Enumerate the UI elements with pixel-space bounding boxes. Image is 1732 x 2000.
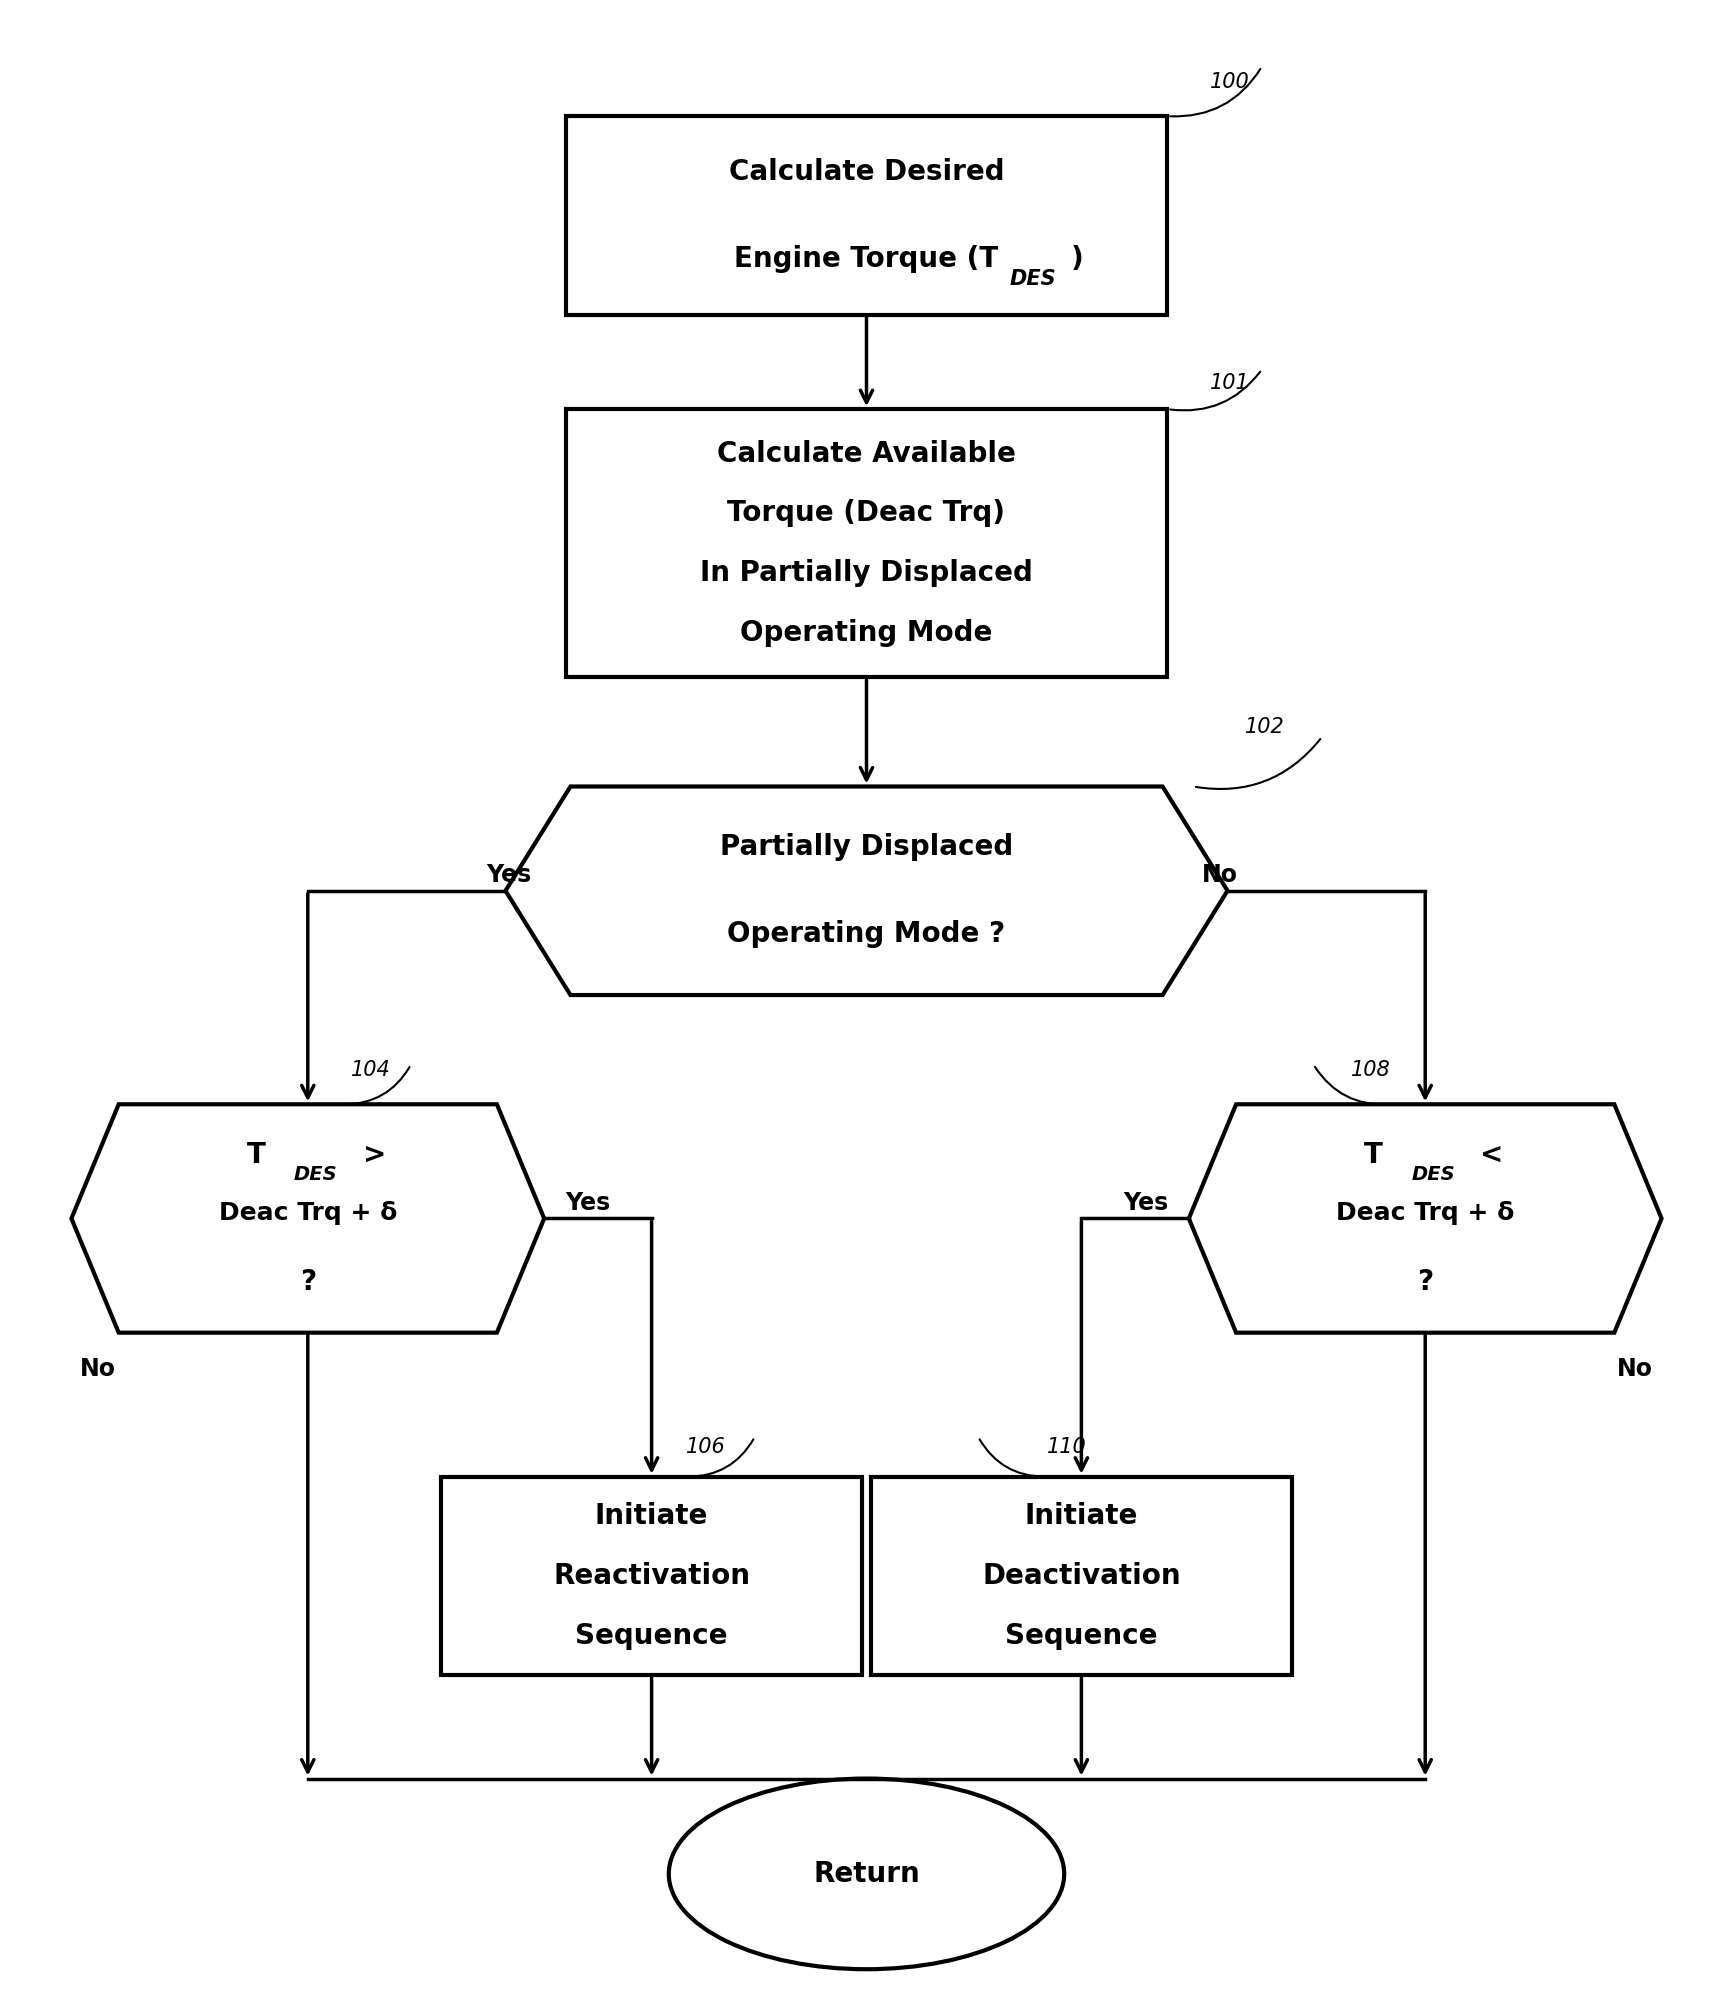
Text: Yes: Yes [565,1190,610,1214]
Text: ): ) [1070,246,1082,274]
Text: Deac Trq + δ: Deac Trq + δ [218,1200,397,1224]
Polygon shape [506,786,1226,996]
Text: <: < [1479,1140,1503,1168]
Bar [565,410,1167,678]
Text: Reactivation: Reactivation [553,1562,750,1590]
Text: T: T [246,1140,265,1168]
Text: Sequence: Sequence [575,1622,727,1650]
Text: Sequence: Sequence [1005,1622,1157,1650]
Bar [565,116,1167,314]
Text: Partially Displaced: Partially Displaced [719,834,1013,862]
Text: Torque (Deac Trq): Torque (Deac Trq) [727,500,1005,528]
Text: Initiate: Initiate [594,1502,708,1530]
Text: DES: DES [1008,270,1055,290]
Text: No: No [80,1356,116,1380]
Text: Calculate Available: Calculate Available [717,440,1015,468]
Bar [869,1476,1292,1676]
Polygon shape [71,1104,544,1332]
Text: DES: DES [294,1166,338,1184]
Text: Engine Torque (T: Engine Torque (T [734,246,998,274]
Text: Yes: Yes [485,862,532,886]
Text: ?: ? [300,1268,315,1296]
Text: Calculate Desired: Calculate Desired [727,158,1005,186]
Text: 108: 108 [1351,1060,1391,1080]
Text: Initiate: Initiate [1024,1502,1138,1530]
Text: No: No [1616,1356,1652,1380]
Polygon shape [1188,1104,1661,1332]
Text: 100: 100 [1209,72,1249,92]
Text: 104: 104 [350,1060,390,1080]
Text: ?: ? [1417,1268,1432,1296]
Text: >: > [362,1140,386,1168]
Text: No: No [1200,862,1237,886]
Ellipse shape [669,1778,1063,1970]
Text: 101: 101 [1209,374,1249,394]
Bar [440,1476,863,1676]
Text: Operating Mode ?: Operating Mode ? [727,920,1005,948]
Text: T: T [1363,1140,1382,1168]
Text: Yes: Yes [1122,1190,1167,1214]
Text: Deac Trq + δ: Deac Trq + δ [1335,1200,1514,1224]
Text: 106: 106 [686,1436,726,1456]
Text: Deactivation: Deactivation [982,1562,1179,1590]
Text: 110: 110 [1046,1436,1086,1456]
Text: DES: DES [1410,1166,1455,1184]
Text: In Partially Displaced: In Partially Displaced [700,558,1032,586]
Text: 102: 102 [1244,716,1283,736]
Text: Operating Mode: Operating Mode [740,618,992,646]
Text: Return: Return [812,1860,920,1888]
